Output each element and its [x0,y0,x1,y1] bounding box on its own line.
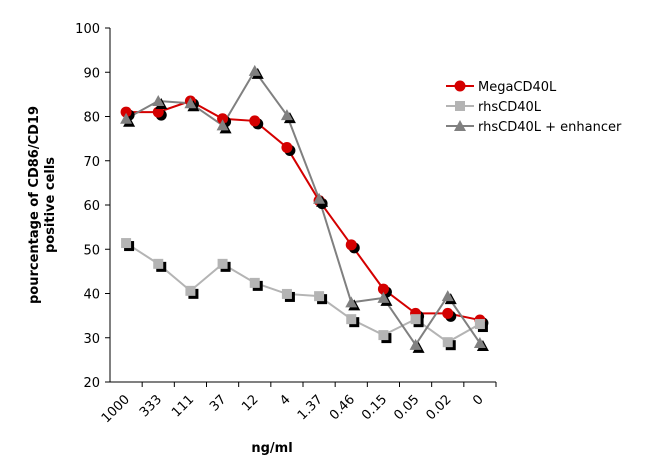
data-point [377,291,393,306]
y-tick-label: 70 [83,155,100,170]
data-point [441,290,457,305]
marker [152,106,164,118]
series-line [125,69,481,347]
x-tick-label: 0.15 [359,392,390,423]
legend-label: rhsCD40L + enhancer [478,120,622,135]
marker [377,291,390,303]
data-point [248,64,264,79]
marker [281,288,292,299]
marker [473,337,486,349]
legend-item: rhsCD40L [446,100,542,115]
x-tick-label: 4 [277,392,293,408]
marker [442,337,453,348]
marker [120,106,132,118]
data-point [121,238,135,252]
marker [217,113,229,125]
y-tick-label: 30 [83,332,100,347]
y-axis-title: pourcentage of CD86/CD19 positive cells [27,106,58,304]
marker [442,307,454,319]
data-point [153,258,167,272]
marker [455,101,465,111]
marker [249,115,261,127]
data-point [280,109,296,124]
y-tick-label: 20 [83,376,100,391]
data-point [345,239,360,254]
marker [314,291,325,302]
marker [454,80,466,92]
data-point [120,112,136,127]
data-point [152,95,168,110]
marker [345,296,358,308]
x-tick-label: 1.37 [295,392,326,423]
series-line [126,99,481,322]
y-tick-label: 60 [83,199,100,214]
marker [345,239,357,251]
marker [216,119,229,131]
data-point [345,296,361,311]
data-point [409,338,425,353]
x-tick-label: 0.46 [327,392,358,423]
x-tick-label: 37 [207,392,229,414]
marker [121,238,132,249]
marker [248,64,261,76]
marker [281,141,293,153]
marker [474,319,485,330]
data-point [152,106,167,121]
legend-item: MegaCD40L [446,80,557,95]
marker [153,258,164,269]
x-tick-label: 0.02 [423,392,454,423]
y-tick-label: 50 [83,243,100,258]
marker [441,290,454,302]
marker [454,120,466,131]
y-axis-title-line: positive cells [43,157,58,253]
data-point [313,192,329,207]
marker [184,97,197,109]
data-point [346,314,360,328]
marker [120,112,133,124]
data-point [281,288,295,302]
data-point [314,291,328,305]
y-tick-label: 100 [75,22,100,37]
data-point [442,307,457,322]
data-point [474,319,488,333]
y-axis-title-line: pourcentage of CD86/CD19 [27,106,42,304]
marker [185,285,196,296]
data-point [410,314,424,328]
marker [152,95,165,107]
marker [280,109,293,121]
data-point [185,285,199,299]
x-tick-label: 333 [137,392,165,420]
marker [410,314,421,325]
x-tick-label: 0.05 [391,392,422,423]
data-point [249,277,263,291]
x-tick-label: 1000 [99,392,133,426]
y-tick-label: 80 [83,111,100,126]
data-point [281,141,296,156]
data-point [442,337,456,351]
data-point [249,115,264,130]
data-point [473,337,489,352]
legend-label: MegaCD40L [478,80,557,95]
legend-item: rhsCD40L + enhancer [446,120,622,135]
data-point [216,119,232,134]
marker [346,314,357,325]
x-tick-label: 111 [169,392,197,420]
legend-label: rhsCD40L [478,100,542,115]
marker [377,283,389,295]
marker [249,277,260,288]
x-tick-label: 12 [239,392,261,414]
data-point [217,258,231,272]
y-tick-label: 90 [83,66,100,81]
y-tick-label: 40 [83,288,100,303]
marker [409,338,422,350]
data-point [184,97,200,112]
x-axis-title: ng/ml [251,441,292,456]
marker [313,192,326,204]
x-tick-label: 0 [470,392,486,408]
data-point [378,330,392,344]
marker [378,330,389,341]
marker [217,258,228,269]
